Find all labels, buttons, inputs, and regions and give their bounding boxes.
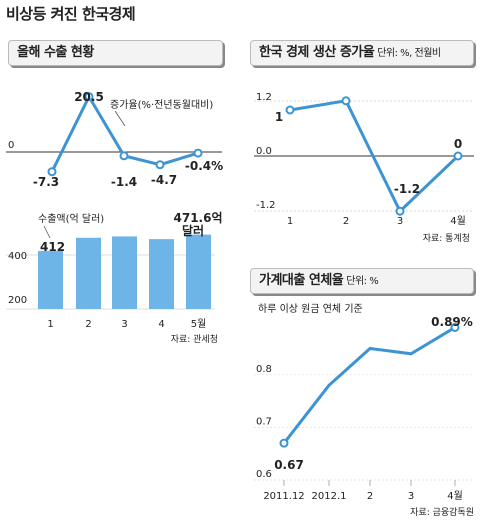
production-value-label: -1.2	[394, 182, 420, 196]
exports-growth-value-label: -0.4%	[185, 159, 223, 173]
exports-growth-legend-leader	[114, 110, 126, 127]
exports-amount-bar	[186, 234, 211, 309]
production-y-tick: 0.0	[256, 146, 272, 157]
exports-amount-x-tick: 2	[85, 319, 91, 330]
exports-growth-value-label: -4.7	[151, 173, 177, 187]
production-x-tick: 4월	[450, 215, 466, 227]
exports-growth-value-label: -7.3	[33, 175, 59, 189]
exports-source: 자료: 관세청	[171, 334, 218, 345]
exports-amount-value-label: 412	[40, 240, 65, 254]
delinquency-point	[450, 322, 460, 332]
exports-amount-x-tick: 1	[47, 319, 53, 330]
delinquency-title: 가계대출 연체율	[259, 273, 344, 288]
delinquency-source: 자료: 금융감독원	[410, 506, 474, 518]
page-title: 비상등 켜진 한국경제	[6, 5, 136, 23]
delinquency-line	[282, 326, 456, 445]
delinquency-x-tick: 3	[408, 491, 414, 502]
exports-growth-value-label: -1.4	[111, 175, 137, 189]
production-y-tick: 1.2	[256, 92, 272, 103]
production-point	[341, 96, 351, 106]
delinquency-y-tick: 0.6	[256, 469, 272, 480]
production-point	[453, 151, 463, 161]
delinquency-y-tick: 0.8	[256, 364, 272, 375]
exports-growth-legend: 증가율(%·전년동월대비)	[110, 99, 213, 111]
production-source: 자료: 통계청	[423, 232, 470, 244]
production-unit: 단위: %, 전월비	[377, 48, 441, 59]
exports-growth-point	[47, 167, 57, 177]
exports-amount-x-tick: 5월	[191, 318, 207, 330]
production-value-label: 1	[275, 110, 283, 124]
exports-amount-bar	[112, 236, 137, 309]
production-x-tick: 3	[397, 216, 403, 227]
production-line	[289, 99, 460, 214]
production-title: 한국 경제 생산 증가율	[259, 45, 375, 60]
exports-growth-point	[84, 92, 94, 102]
exports-amount-y-tick: 200	[8, 295, 27, 306]
exports-amount-bar	[38, 250, 63, 309]
exports-amount-x-tick: 4	[158, 319, 164, 330]
delinquency-title-box: 가계대출 연체율 단위: %	[250, 268, 474, 294]
delinquency-y-tick: 0.7	[256, 416, 272, 427]
exports-growth-point	[193, 148, 203, 158]
exports-growth-y-tick: 0	[8, 140, 14, 151]
production-point	[395, 206, 405, 216]
delinquency-note: 하루 이상 원금 연체 기준	[258, 302, 363, 315]
exports-title: 올해 수출 현황	[17, 45, 94, 60]
delinquency-x-tick: 2011.12	[263, 491, 304, 502]
production-x-tick: 2	[343, 216, 349, 227]
delinquency-x-tick: 2	[367, 491, 373, 502]
exports-growth-point	[155, 160, 165, 170]
exports-amount-bar	[149, 239, 174, 309]
exports-growth-value-label: 20.5	[74, 90, 104, 104]
delinquency-value-label: 0.89%	[431, 315, 473, 329]
production-x-tick: 1	[287, 216, 293, 227]
exports-amount-last-label: 471.6억	[174, 211, 223, 225]
exports-amount-legend-leader	[43, 225, 51, 239]
production-point	[285, 105, 295, 115]
exports-amount-y-tick: 400	[8, 251, 27, 262]
production-y-tick: -1.2	[256, 200, 276, 211]
delinquency-value-label: 0.67	[274, 458, 304, 472]
exports-amount-last-label: 달러	[182, 223, 204, 238]
production-title-box: 한국 경제 생산 증가율 단위: %, 전월비	[250, 40, 474, 66]
delinquency-point	[279, 438, 289, 448]
delinquency-x-tick: 2012.1	[312, 491, 347, 502]
exports-amount-legend: 수출액(억 달러)	[38, 213, 104, 225]
production-value-label: 0	[454, 137, 462, 151]
exports-amount-bar	[76, 237, 101, 309]
exports-growth-point	[119, 151, 129, 161]
exports-amount-x-tick: 3	[121, 319, 127, 330]
delinquency-x-tick: 4월	[447, 490, 463, 502]
delinquency-unit: 단위: %	[346, 276, 379, 287]
exports-title-box: 올해 수출 현황	[8, 40, 223, 66]
